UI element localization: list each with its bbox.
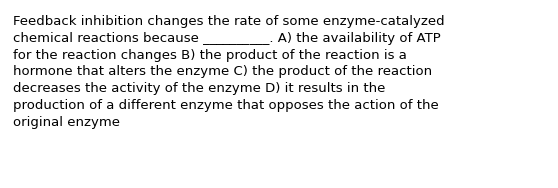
Text: Feedback inhibition changes the rate of some enzyme-catalyzed
chemical reactions: Feedback inhibition changes the rate of … bbox=[13, 15, 445, 129]
